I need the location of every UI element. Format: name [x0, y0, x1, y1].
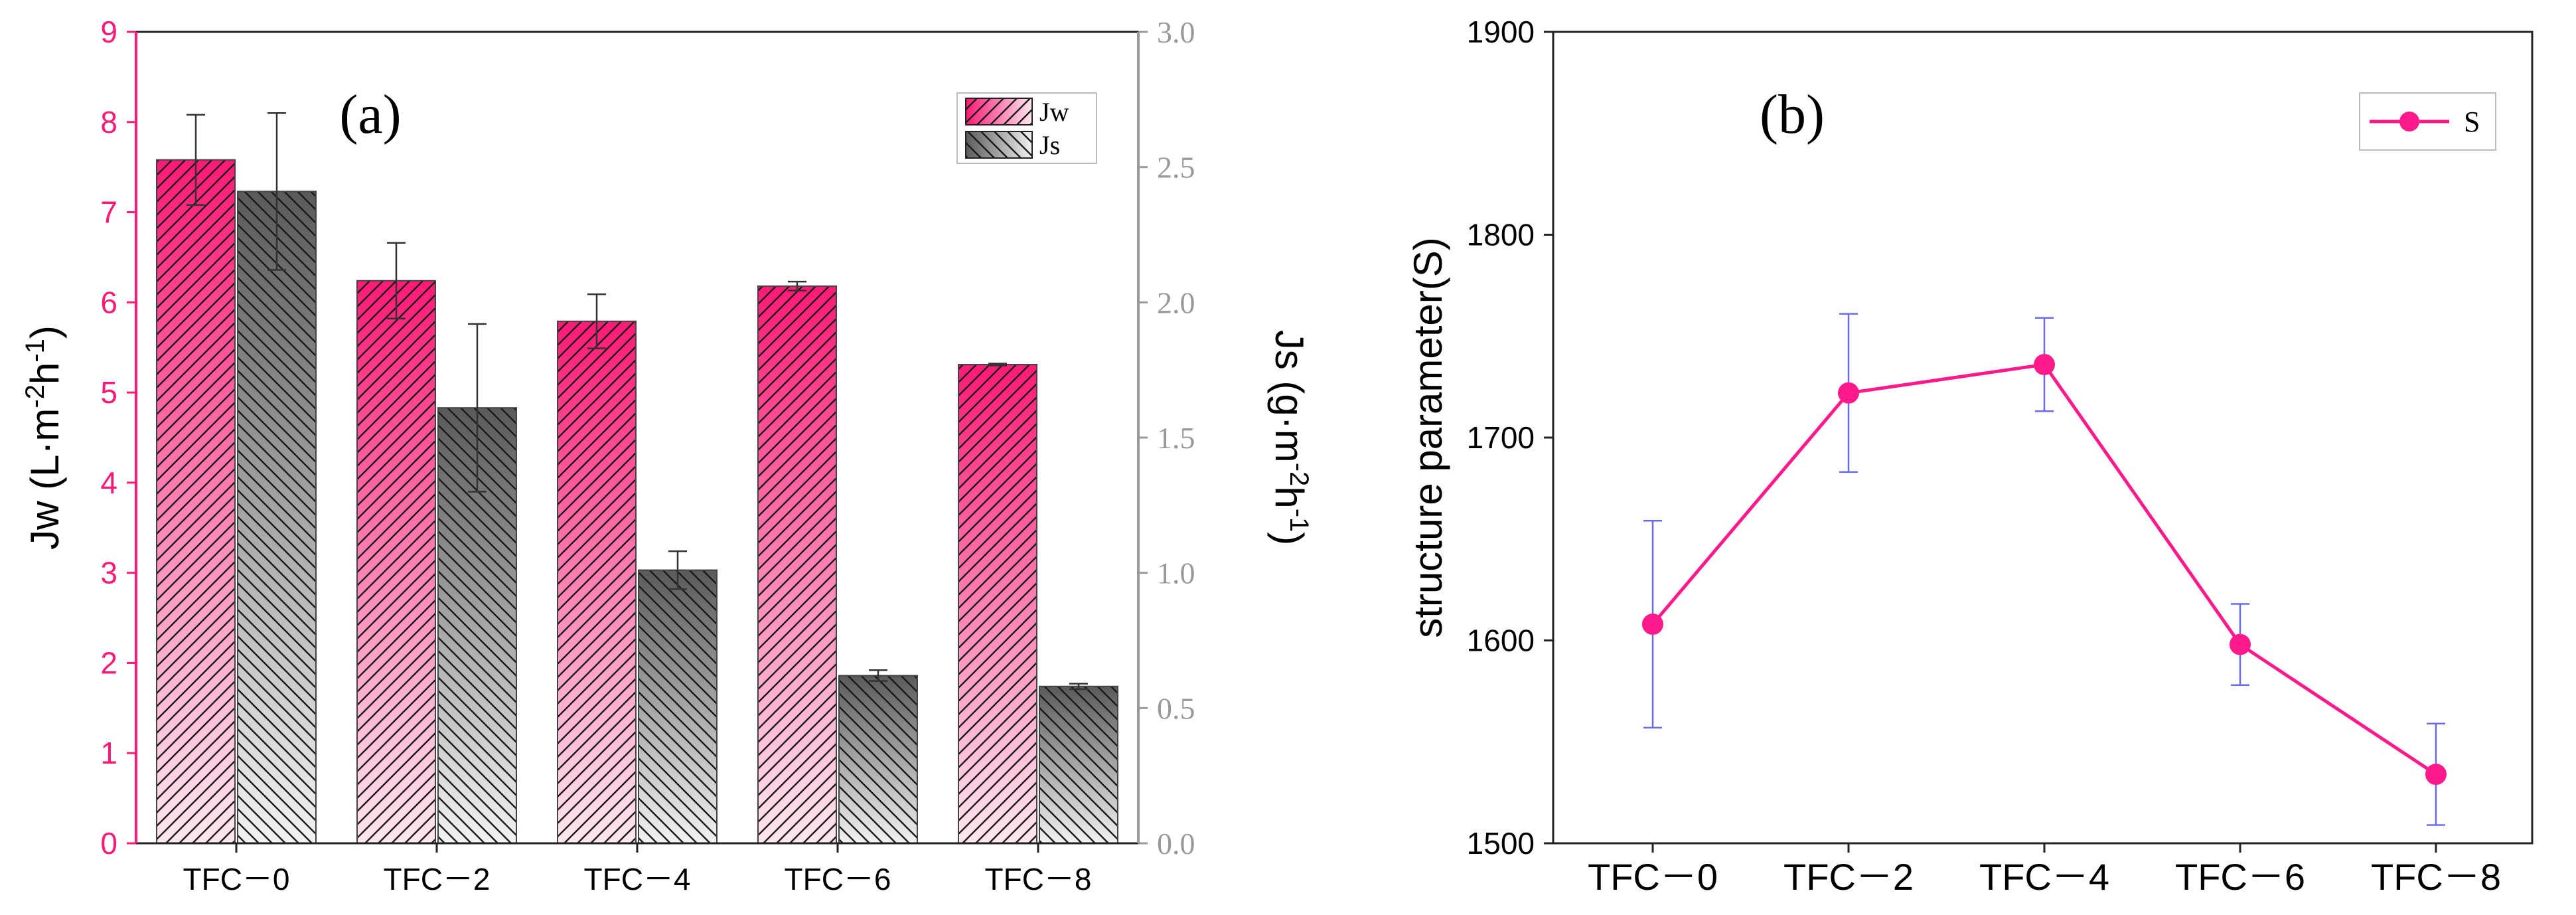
a-error-bars: [187, 112, 1088, 691]
a-x-tick-label: TFC－8: [985, 862, 1092, 896]
a-bar-jw: [757, 285, 837, 845]
b-point: [1838, 382, 1859, 404]
a-legend-label-jw: Jw: [1039, 97, 1069, 127]
a-left-ticks: 0 1 2 3 4 5 6 7 8 9: [100, 15, 136, 861]
a-bar-js: [1039, 685, 1118, 845]
a-y-axis-title: Jw (L·m-2h-1): [21, 325, 67, 550]
a-x-tick-label: TFC－2: [384, 862, 491, 896]
a-right-tick-label: 2.5: [1157, 151, 1195, 185]
b-x-ticks: TFC－0 TFC－2 TFC－4 TFC－6 TFC－8: [1588, 843, 2501, 898]
a-bar-jw: [156, 159, 236, 844]
b-y-tick-label: 1800: [1467, 218, 1535, 252]
b-point: [2425, 764, 2447, 786]
a-y2-axis-title: Js (g·m-2h-1): [1267, 330, 1314, 546]
a-bar-jw: [557, 320, 637, 844]
a-right-tick-label: 1.5: [1157, 421, 1195, 455]
b-x-tick-label: TFC－4: [1979, 856, 2109, 898]
b-panel-label: (b): [1760, 84, 1825, 145]
b-y-tick-label: 1900: [1467, 15, 1535, 49]
a-left-tick-label: 8: [100, 105, 117, 139]
a-bar-jw: [958, 364, 1037, 844]
b-point: [2230, 633, 2251, 655]
a-right-tick-label: 3.0: [1157, 15, 1195, 49]
b-y-axis-title: structure parameter(S): [1406, 237, 1450, 638]
a-right-tick-label: 0.5: [1157, 691, 1195, 725]
a-right-tick-label: 2.0: [1157, 286, 1195, 319]
a-legend: Jw Js: [956, 92, 1097, 164]
a-bars: [156, 159, 1118, 845]
b-legend: S: [2359, 92, 2496, 151]
a-x-ticks: TFC－0 TFC－2 TFC－4 TFC－6 TFC－8: [183, 843, 1092, 896]
b-y-tick-label: 1600: [1467, 624, 1535, 658]
b-point: [2034, 354, 2055, 376]
a-legend-label-js: Js: [1039, 130, 1060, 160]
b-y-tick-label: 1500: [1467, 826, 1535, 861]
b-x-tick-label: TFC－8: [2371, 856, 2501, 898]
a-left-tick-label: 6: [100, 285, 117, 319]
b-legend-marker: [2399, 112, 2419, 131]
a-left-tick-label: 2: [100, 645, 117, 680]
b-point: [1642, 614, 1663, 635]
a-x-tick-label: TFC－6: [785, 862, 891, 896]
a-left-tick-label: 1: [100, 736, 117, 770]
a-bar-js: [838, 675, 918, 844]
a-right-tick-label: 0.0: [1157, 827, 1195, 861]
a-left-tick-label: 9: [100, 15, 117, 49]
b-y-ticks: 1500 1600 1700 1800 1900: [1467, 15, 1553, 861]
a-x-tick-label: TFC－0: [183, 862, 290, 896]
a-left-tick-label: 5: [100, 375, 117, 410]
a-x-tick-label: TFC－4: [584, 862, 691, 896]
a-right-ticks: 0.0 0.5 1.0 1.5 2.0 2.5 3.0: [1138, 15, 1195, 861]
b-error-bars: [1643, 313, 2445, 826]
a-right-tick-label: 1.0: [1157, 556, 1195, 590]
b-x-tick-label: TFC－2: [1783, 856, 1914, 898]
a-bar-js: [237, 191, 317, 844]
b-legend-label-s: S: [2464, 106, 2480, 138]
a-legend-swatch-js-hatch: [965, 131, 1033, 159]
a-left-tick-label: 0: [100, 826, 117, 861]
b-x-tick-label: TFC－6: [2175, 856, 2305, 898]
a-left-tick-label: 7: [100, 195, 117, 230]
b-y-tick-label: 1700: [1467, 420, 1535, 455]
a-legend-swatch-jw-hatch: [965, 98, 1033, 125]
b-series-line-s: [1651, 363, 2437, 776]
a-left-tick-label: 3: [100, 556, 117, 590]
a-left-tick-label: 4: [100, 465, 117, 500]
a-panel-label: (a): [339, 84, 401, 145]
a-bar-js: [638, 569, 718, 844]
b-plot-frame: [1552, 31, 2534, 845]
b-x-tick-label: TFC－0: [1588, 856, 1718, 898]
b-points: [1642, 354, 2447, 786]
a-bar-jw: [356, 280, 436, 845]
